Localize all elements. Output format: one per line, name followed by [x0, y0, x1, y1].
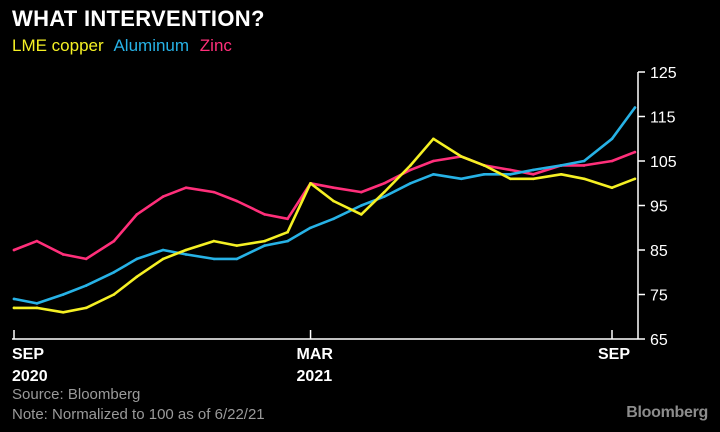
- series-line-lme-copper-point: [509, 177, 512, 181]
- normalization-note: Note: Normalized to 100 as of 6/22/21: [12, 406, 265, 423]
- series-line-aluminum-point: [12, 297, 16, 301]
- series-line-lme-copper-point: [532, 177, 535, 181]
- series-line-aluminum-point: [35, 302, 39, 305]
- series-line-lme-copper-point: [184, 248, 188, 252]
- series-line-aluminum-point: [212, 257, 216, 261]
- series-line-aluminum-point: [509, 173, 512, 176]
- y-tick-label: 85: [650, 243, 668, 260]
- x-tick-label-year: 2020: [12, 368, 48, 385]
- series-line-zinc-point: [135, 213, 139, 216]
- series-line-lme-copper-point: [582, 177, 586, 181]
- series-line-aluminum-point: [235, 257, 239, 261]
- x-tick-label: SEP: [598, 346, 630, 363]
- x-tick-label: MAR: [297, 346, 334, 363]
- series-line-aluminum-point: [532, 168, 535, 172]
- series-line-aluminum-point: [482, 173, 486, 176]
- series-line-lme-copper-point: [332, 199, 335, 203]
- series-line-lme-copper-point: [161, 257, 165, 261]
- series-line-zinc-point: [35, 239, 39, 243]
- series-line-zinc-point: [212, 190, 216, 194]
- series-line-aluminum-point: [161, 248, 165, 252]
- series-line-aluminum-point: [582, 159, 586, 163]
- series-line-zinc-point: [610, 159, 614, 163]
- series-line-lme-copper-point: [286, 230, 289, 234]
- series-line-zinc-point: [509, 168, 512, 172]
- chart-title: WHAT INTERVENTION?: [12, 6, 265, 31]
- series-line-zinc-point: [582, 164, 586, 167]
- series-line-zinc-point: [409, 168, 412, 172]
- series-line-aluminum-point: [332, 217, 335, 221]
- series-line-zinc-point: [263, 213, 266, 216]
- series-line-aluminum-point: [633, 106, 637, 109]
- series-line-lme-copper-point: [35, 306, 39, 310]
- x-tick-label-year: 2021: [297, 368, 333, 385]
- series-line-aluminum-point: [459, 177, 463, 181]
- series-line-lme-copper-point: [482, 164, 486, 167]
- legend-item-aluminum: Aluminum: [113, 36, 190, 55]
- source-note: Source: Bloomberg: [12, 386, 141, 403]
- series-line-lme-copper-point: [309, 181, 312, 185]
- series-line-zinc-point: [112, 239, 116, 243]
- series-line-aluminum-point: [432, 173, 435, 176]
- series-line-zinc-point: [432, 159, 435, 163]
- series-line-zinc-point: [12, 248, 16, 252]
- series-line-lme-copper-point: [84, 306, 88, 310]
- series-line-zinc-point: [532, 173, 535, 176]
- series-line-aluminum-point: [286, 239, 289, 243]
- series-line-lme-copper-point: [432, 137, 435, 141]
- series-line-aluminum-point: [309, 226, 312, 230]
- series-line-aluminum-point: [112, 270, 116, 274]
- series-line-lme-copper-point: [610, 186, 614, 189]
- y-tick-label: 115: [650, 110, 676, 127]
- series-line-aluminum-point: [84, 284, 88, 287]
- series-line-aluminum-point: [382, 195, 386, 198]
- series-line-lme-copper-point: [135, 275, 139, 279]
- series-line-zinc-point: [360, 190, 363, 194]
- series-line-aluminum-point: [135, 257, 139, 261]
- series-line-lme-copper-point: [360, 213, 363, 216]
- series-line-zinc-point: [84, 257, 88, 261]
- series-line-lme-copper-point: [12, 306, 16, 310]
- y-tick-label: 125: [650, 65, 677, 82]
- series-line-lme-copper-point: [212, 239, 216, 243]
- series-line-aluminum-point: [184, 253, 188, 256]
- series-line-zinc: [12, 150, 637, 261]
- series-line-zinc-point: [61, 253, 65, 256]
- series-line-lme-copper-point: [559, 173, 563, 176]
- series-line-lme-copper: [12, 137, 637, 314]
- series-line-lme-copper-point: [409, 164, 412, 167]
- y-tick-label: 65: [650, 332, 668, 349]
- series-line-lme-copper-point: [633, 177, 637, 181]
- series-line-zinc-point: [633, 150, 637, 154]
- series-line-aluminum-point: [559, 164, 563, 167]
- legend-item-zinc: Zinc: [199, 36, 232, 55]
- series-line-zinc-point: [184, 186, 188, 189]
- legend: LME copper Aluminum Zinc: [12, 36, 238, 56]
- series-line-zinc-point: [235, 199, 239, 203]
- bloomberg-logo: Bloomberg: [626, 404, 708, 421]
- x-tick-label: SEP: [12, 346, 44, 363]
- series-line-lme-copper-point: [112, 293, 116, 296]
- series-line-lme-copper-point: [459, 155, 463, 158]
- series-line-zinc-point: [332, 186, 335, 189]
- series-line-zinc-point: [382, 181, 386, 185]
- series-line-aluminum-point: [610, 137, 614, 141]
- series-line-zinc-point: [161, 195, 165, 198]
- series-line-aluminum-point: [409, 181, 412, 185]
- series-line-aluminum: [12, 106, 637, 305]
- y-tick-label: 105: [650, 154, 677, 171]
- series-line-lme-copper-point: [382, 190, 386, 194]
- series-line-lme-copper-point: [263, 239, 266, 243]
- series-line-aluminum-point: [263, 244, 266, 247]
- series-line-aluminum-point: [360, 204, 363, 207]
- y-tick-label: 75: [650, 288, 668, 305]
- series-line-lme-copper-point: [235, 244, 239, 247]
- series-line-aluminum-point: [61, 293, 65, 296]
- series-line-lme-copper-point: [61, 311, 65, 314]
- legend-item-lme-copper: LME copper: [12, 36, 104, 55]
- series-line-zinc-point: [286, 217, 289, 221]
- y-tick-label: 95: [650, 199, 668, 216]
